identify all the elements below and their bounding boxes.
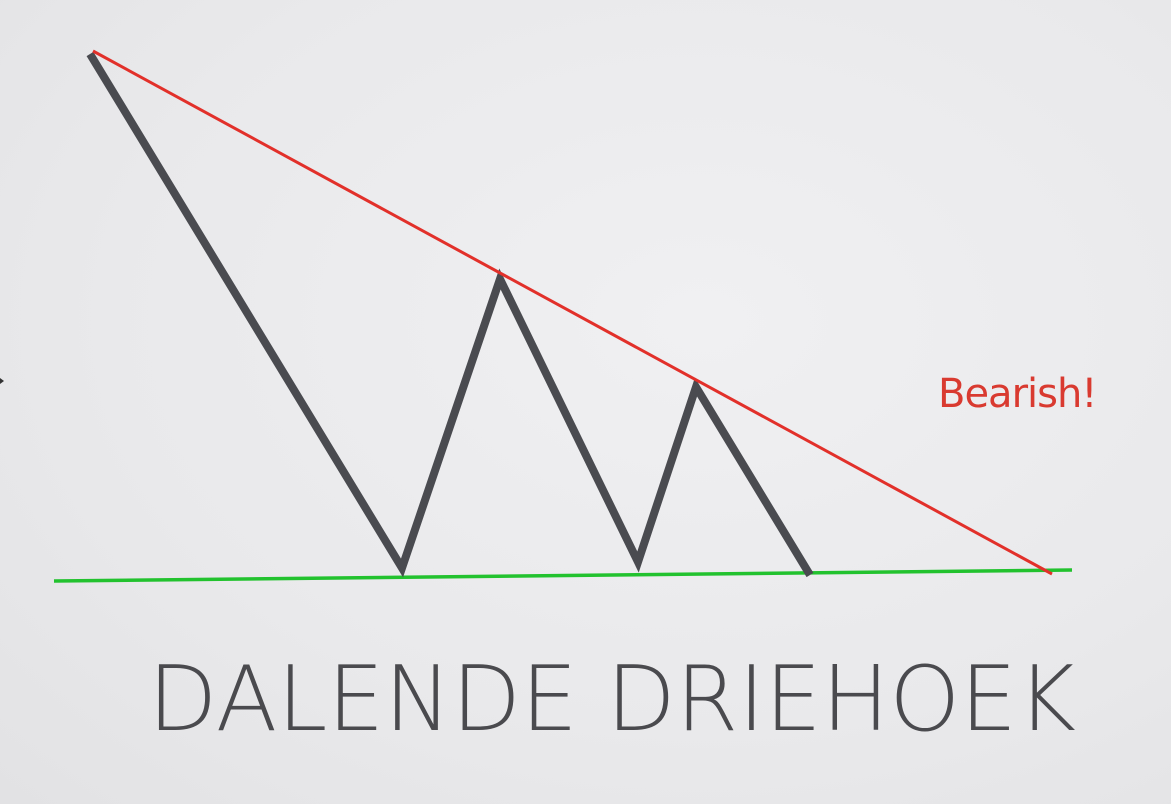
bearish-annotation: Bearish! — [938, 371, 1097, 417]
resistance-line — [92, 49, 1053, 576]
mouse-cursor-icon — [0, 378, 4, 384]
price-line — [86, 51, 814, 578]
slide-title: DALENDE DRIEHOEK — [148, 647, 1077, 752]
support-line — [53, 568, 1073, 583]
